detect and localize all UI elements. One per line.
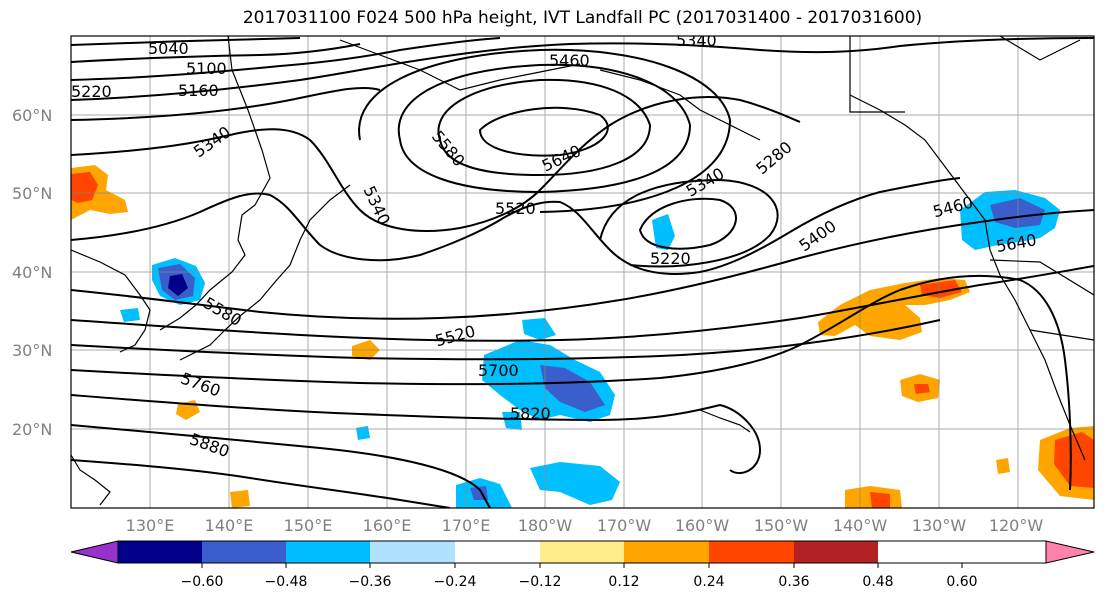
lon-label: 150°W [754, 516, 809, 535]
contour-label: 5340 [676, 31, 717, 50]
contour-label: 5040 [148, 39, 189, 58]
colorbar-label: −0.12 [519, 574, 562, 590]
colorbar-label: −0.36 [349, 574, 392, 590]
lat-label: 40°N [12, 263, 52, 282]
longitude-axis: 130°E 140°E 150°E 160°E 170°E 180°W 170°… [126, 516, 1044, 535]
ivt-shading [71, 165, 1094, 508]
colorbar-label: 0.24 [693, 574, 724, 590]
colorbar-label: 0.60 [946, 574, 977, 590]
colorbar-extend-low [70, 540, 119, 564]
lon-label: 140°W [833, 516, 888, 535]
colorbar-swatch [709, 541, 794, 563]
contour-label: 5520 [495, 199, 536, 218]
map-title: 2017031100 F024 500 hPa height, IVT Land… [242, 8, 923, 28]
colorbar-swatch [540, 541, 624, 563]
ivt-negative-region [652, 214, 675, 250]
map-frame [70, 35, 1095, 509]
colorbar-extend-high [1045, 540, 1095, 564]
colorbar-swatch [624, 541, 709, 563]
colorbar-swatch [794, 541, 878, 563]
contour-label: 5160 [178, 81, 219, 100]
colorbar-swatch [202, 541, 286, 563]
ivt-positive-core [71, 172, 98, 203]
ivt-negative-core [540, 365, 605, 412]
lon-label: 170°W [597, 516, 652, 535]
ivt-negative-region [530, 462, 620, 505]
lon-label: 180°W [518, 516, 573, 535]
lon-label: 130°W [912, 516, 967, 535]
coastlines [71, 36, 1094, 506]
colorbar-swatch [370, 541, 455, 563]
lon-label: 130°E [126, 516, 175, 535]
colorbar-frame [117, 540, 1047, 564]
lon-label: 150°E [284, 516, 333, 535]
lon-label: 120°W [989, 516, 1044, 535]
colorbar-label: 0.12 [608, 574, 639, 590]
ivt-positive-core [914, 384, 930, 394]
colorbar: −0.60 −0.48 −0.36 −0.24 −0.12 0.12 0.24 0.36 0.4… [70, 540, 1095, 590]
contour-label: 5100 [186, 59, 227, 78]
graticule [71, 36, 1094, 508]
colorbar-label: −0.60 [181, 574, 224, 590]
ivt-negative-region [502, 412, 522, 430]
ivt-positive-core [870, 492, 890, 508]
height-contours [71, 37, 1094, 508]
colorbar-swatch [286, 541, 370, 563]
ivt-positive-region [230, 490, 250, 508]
colorbar-label: −0.24 [434, 574, 477, 590]
contour-label: 5220 [71, 82, 112, 101]
contour-label: 5700 [478, 361, 519, 380]
ivt-positive-core [1054, 432, 1094, 488]
ivt-negative-peak [168, 274, 188, 296]
latitude-axis: 60°N 50°N 40°N 30°N 20°N [12, 106, 52, 439]
lat-label: 60°N [12, 106, 52, 125]
lat-label: 20°N [12, 420, 52, 439]
lon-label: 140°E [205, 516, 254, 535]
contour-label: 5220 [650, 249, 691, 268]
colorbar-label: −0.48 [265, 574, 308, 590]
colorbar-label: 0.36 [778, 574, 809, 590]
lon-label: 160°W [675, 516, 730, 535]
lon-label: 170°E [442, 516, 491, 535]
lat-label: 30°N [12, 341, 52, 360]
ivt-negative-region [522, 318, 556, 340]
ivt-positive-region [996, 458, 1010, 474]
lon-label: 160°E [363, 516, 412, 535]
ivt-negative-region [356, 426, 370, 440]
colorbar-label: 0.48 [862, 574, 893, 590]
colorbar-swatch [118, 541, 202, 563]
colorbar-swatch [455, 541, 540, 563]
lat-label: 50°N [12, 184, 52, 203]
contour-label: 5460 [549, 51, 590, 70]
ivt-negative-region [120, 308, 140, 322]
contour-label: 5820 [510, 404, 551, 423]
